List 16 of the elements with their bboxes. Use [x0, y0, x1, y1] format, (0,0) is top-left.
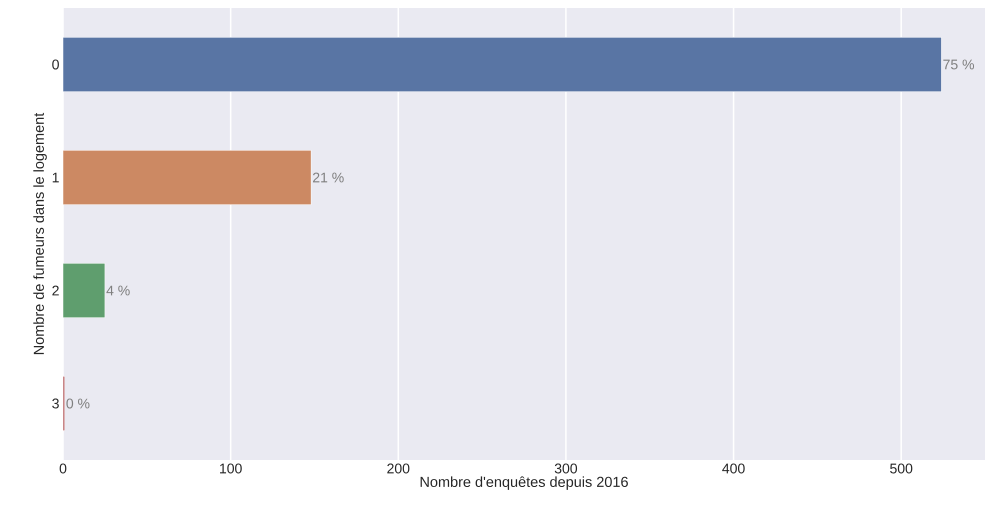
y-tick-label: 2 [52, 286, 59, 296]
x-tick-label: 500 [890, 464, 912, 474]
x-tick-label: 400 [722, 464, 745, 474]
x-tick-label: 200 [387, 464, 410, 474]
annotation: 4 % [106, 286, 130, 296]
x-axis-title: Nombre d'enquêtes depuis 2016 [420, 476, 628, 490]
x-tick-label: 100 [220, 464, 242, 474]
annotation: 21 % [313, 172, 344, 182]
y-tick-label: 3 [52, 398, 59, 408]
y-axis-title: Nombre de fumeurs dans le logement [33, 112, 47, 354]
x-tick-label: 0 [60, 464, 66, 474]
annotation: 0 % [66, 398, 90, 408]
x-tick-label: 300 [554, 464, 578, 474]
y-tick-label: 0 [52, 60, 59, 70]
y-tick-label: 1 [52, 172, 59, 182]
annotation: 75 % [943, 60, 974, 70]
